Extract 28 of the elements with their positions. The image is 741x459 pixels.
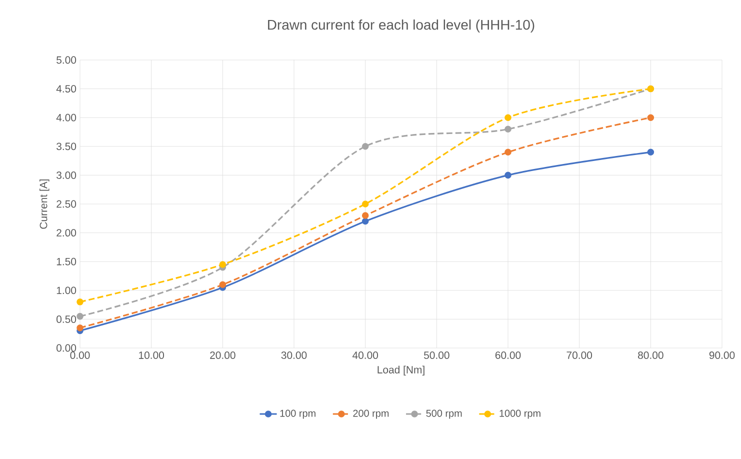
x-tick-label: 90.00: [709, 352, 735, 359]
x-tick-label: 60.00: [495, 352, 521, 359]
x-tick-label: 10.00: [139, 352, 164, 359]
x-tick-label: 70.00: [566, 352, 592, 359]
y-tick-label: 0.00: [56, 344, 76, 352]
y-tick-label: 4.00: [56, 114, 76, 122]
x-axis-title: Load [Nm]: [378, 366, 424, 376]
y-tick-label: 4.50: [56, 85, 76, 93]
y-tick-label: 3.00: [56, 172, 76, 179]
y-tick-label: 2.50: [56, 200, 76, 208]
y-tick-label: 1.50: [56, 258, 76, 266]
legend-label: 1000 rpm: [500, 410, 540, 419]
x-tick-label: 50.00: [424, 352, 450, 359]
y-tick-label: 5.00: [56, 56, 76, 64]
legend-label: 200 rpm: [353, 410, 389, 419]
y-tick-label: 1.00: [56, 286, 76, 294]
x-tick-label: 30.00: [281, 352, 307, 359]
x-tick-label: 40.00: [352, 352, 378, 359]
y-axis-title: Current [A]: [40, 179, 50, 229]
y-tick-label: 0.50: [56, 316, 76, 323]
x-tick-label: 80.00: [638, 352, 664, 359]
legend-label: 500 rpm: [426, 410, 462, 419]
x-tick-label: 20.00: [210, 352, 236, 359]
chart-title: Drawn current for each load level (HHH-10): [268, 20, 534, 33]
legend-label: 100 rpm: [280, 410, 316, 419]
y-tick-label: 3.50: [56, 142, 76, 150]
x-tick-label: 0.00: [70, 352, 90, 359]
y-tick-label: 2.00: [56, 229, 76, 237]
